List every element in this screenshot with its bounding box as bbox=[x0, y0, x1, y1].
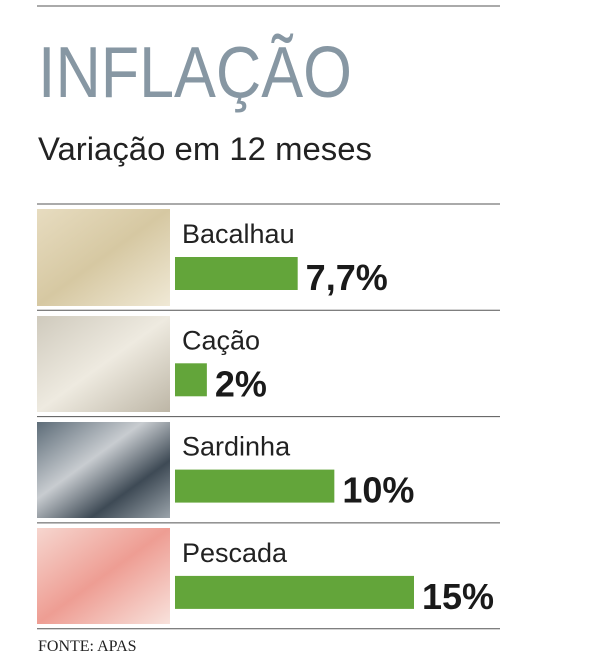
fish-photo bbox=[37, 422, 170, 518]
fish-photo bbox=[37, 209, 170, 306]
bar bbox=[175, 257, 298, 290]
value-label: 15% bbox=[422, 576, 494, 617]
fish-photo bbox=[37, 528, 170, 624]
category-label: Pescada bbox=[182, 538, 288, 568]
value-label: 7,7% bbox=[306, 257, 388, 298]
source-note: FONTE: APAS bbox=[38, 638, 137, 655]
bar bbox=[175, 469, 335, 503]
bar bbox=[175, 363, 207, 397]
chart-title: INFLAÇÃO bbox=[38, 33, 352, 113]
fish-photo bbox=[37, 316, 170, 412]
value-label: 2% bbox=[215, 363, 267, 404]
category-label: Sardinha bbox=[182, 432, 291, 462]
category-label: Cação bbox=[182, 325, 260, 355]
category-label: Bacalhau bbox=[182, 219, 295, 249]
value-label: 10% bbox=[342, 470, 414, 511]
chart-subtitle: Variação em 12 meses bbox=[38, 131, 372, 167]
bar bbox=[175, 575, 414, 609]
